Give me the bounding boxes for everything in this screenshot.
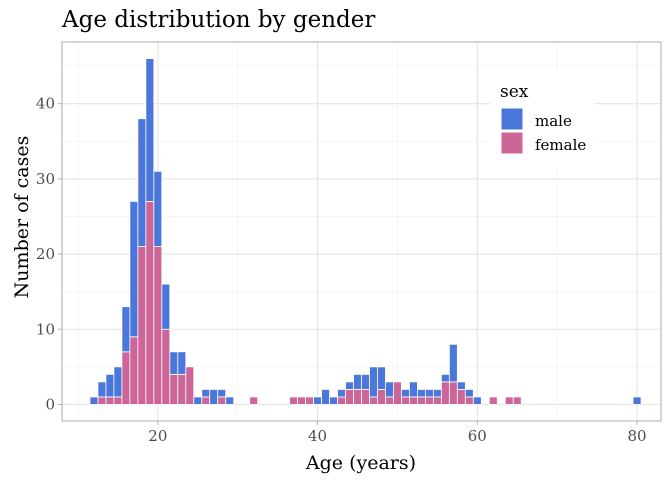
bar-female [432, 396, 442, 405]
legend-key-male [500, 107, 524, 131]
y-tick-label: 20 [36, 245, 55, 263]
bar-female [249, 396, 259, 405]
bar-female [177, 373, 187, 405]
bar-female [201, 396, 211, 405]
bar-male [417, 389, 426, 398]
bar-male [432, 389, 442, 398]
bar-female [161, 328, 171, 405]
bar-male [121, 306, 131, 353]
bar-male [424, 389, 434, 398]
bar-female [97, 396, 107, 405]
legend-title: sex [500, 82, 529, 102]
bar-male [169, 351, 179, 375]
x-axis-title: Age (years) [305, 452, 416, 474]
bar-male [201, 389, 211, 398]
x-axis: 20 40 60 80 [148, 421, 647, 445]
y-axis-title: Number of cases [11, 136, 33, 299]
bar-male [209, 389, 219, 405]
bar-male [345, 381, 354, 390]
bar-male [361, 373, 370, 390]
bar-male [193, 396, 203, 405]
bar-male [440, 373, 450, 383]
bar-female [456, 389, 466, 405]
y-tick-label: 10 [36, 320, 55, 338]
bar-female [417, 396, 426, 405]
bar-female [353, 389, 362, 405]
bar-female [121, 351, 131, 405]
bar-female [129, 336, 139, 405]
bar-male [217, 389, 227, 398]
bar-male [177, 351, 187, 375]
y-tick-label: 40 [36, 95, 55, 113]
bar-female [105, 396, 115, 405]
x-tick-label: 80 [627, 427, 646, 445]
bar-male [337, 389, 346, 398]
bar-male [369, 366, 378, 398]
bar-female [385, 396, 394, 405]
bar-male [153, 170, 163, 247]
y-tick-label: 0 [45, 395, 55, 413]
bar-female [488, 396, 498, 405]
bar-male [409, 381, 418, 398]
bar-male [105, 373, 115, 398]
bar-male [385, 381, 394, 398]
bar-male [401, 389, 410, 398]
legend: sex male female [490, 73, 594, 167]
bar-male [89, 396, 99, 405]
bar-female [169, 373, 179, 405]
legend-label-female: female [535, 136, 586, 154]
bar-female [393, 381, 402, 405]
plot-border [61, 41, 662, 422]
bar-female [145, 201, 155, 405]
x-tick-label: 60 [468, 427, 487, 445]
bar-female [289, 396, 299, 405]
bar-female [153, 246, 163, 405]
bar-female [504, 396, 514, 405]
bar-male [464, 389, 474, 398]
bar-male [161, 283, 171, 330]
bars [89, 58, 642, 405]
bar-female [448, 381, 458, 405]
bar-male [377, 366, 386, 390]
bar-female [137, 246, 147, 405]
bar-female [424, 396, 434, 405]
bar-female [464, 396, 474, 405]
bar-male [145, 58, 155, 202]
x-tick-label: 20 [148, 427, 167, 445]
legend-key-female [500, 131, 524, 155]
bar-male [97, 381, 107, 398]
bar-female [305, 396, 314, 405]
bar-male [129, 201, 139, 338]
bar-male [632, 396, 642, 405]
bar-male [225, 396, 235, 405]
bar-female [113, 396, 123, 405]
bar-female [440, 381, 450, 405]
bar-male [456, 381, 466, 390]
x-tick-label: 40 [308, 427, 327, 445]
bar-female [297, 396, 306, 405]
bar-male [353, 373, 362, 390]
bar-female [377, 389, 386, 405]
bar-female [512, 396, 522, 405]
bar-female [409, 396, 418, 405]
bar-female [369, 396, 378, 405]
legend-label-male: male [535, 112, 572, 130]
chart-title: Age distribution by gender [61, 7, 375, 33]
bar-female [337, 396, 346, 405]
bar-female [345, 389, 354, 405]
y-tick-label: 30 [36, 170, 55, 188]
bar-male [321, 389, 330, 405]
bar-male [313, 396, 322, 405]
bar-female [185, 366, 195, 405]
bar-male [137, 118, 147, 247]
bar-female [401, 396, 410, 405]
y-axis: 0 10 20 30 40 [36, 95, 62, 413]
bar-male [113, 366, 123, 398]
bar-female [361, 389, 370, 405]
bar-male [472, 396, 482, 405]
bar-female [217, 396, 227, 405]
bar-male [329, 396, 338, 405]
bar-male [448, 343, 458, 383]
